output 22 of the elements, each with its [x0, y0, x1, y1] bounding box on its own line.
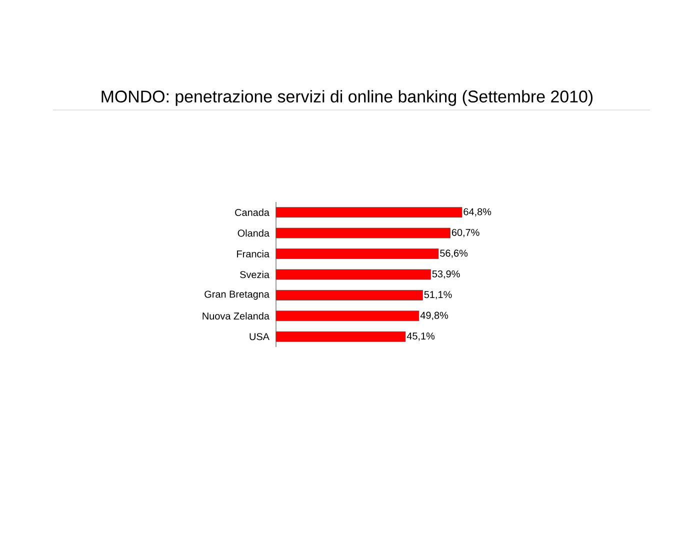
data-label: 45,1%	[406, 332, 435, 341]
chart-title: MONDO: penetrazione servizi di online banking (Settembre 2010)	[102, 90, 593, 106]
bar	[276, 310, 420, 322]
bar	[276, 207, 462, 218]
data-label: 64,8%	[464, 208, 492, 216]
bar	[276, 248, 439, 259]
data-label: 49,8%	[420, 312, 448, 320]
y-tick-label: Canada	[235, 208, 270, 216]
data-label: 56,6%	[440, 250, 468, 258]
y-tick-label: Gran Bretagna	[204, 290, 270, 300]
y-tick-label: Olanda	[238, 229, 270, 237]
bar	[276, 269, 431, 280]
bar	[276, 331, 406, 342]
bar	[276, 290, 423, 300]
data-label: 51,1%	[424, 291, 452, 300]
data-label: 53,9%	[432, 270, 460, 279]
y-tick-label: Nuova Zelanda	[202, 312, 270, 320]
bar	[276, 228, 450, 238]
y-tick-label: USA	[250, 333, 270, 340]
y-tick-label: Francia	[237, 250, 270, 258]
data-label: 60,7%	[452, 228, 480, 238]
y-tick-label: Svezia	[240, 270, 270, 278]
